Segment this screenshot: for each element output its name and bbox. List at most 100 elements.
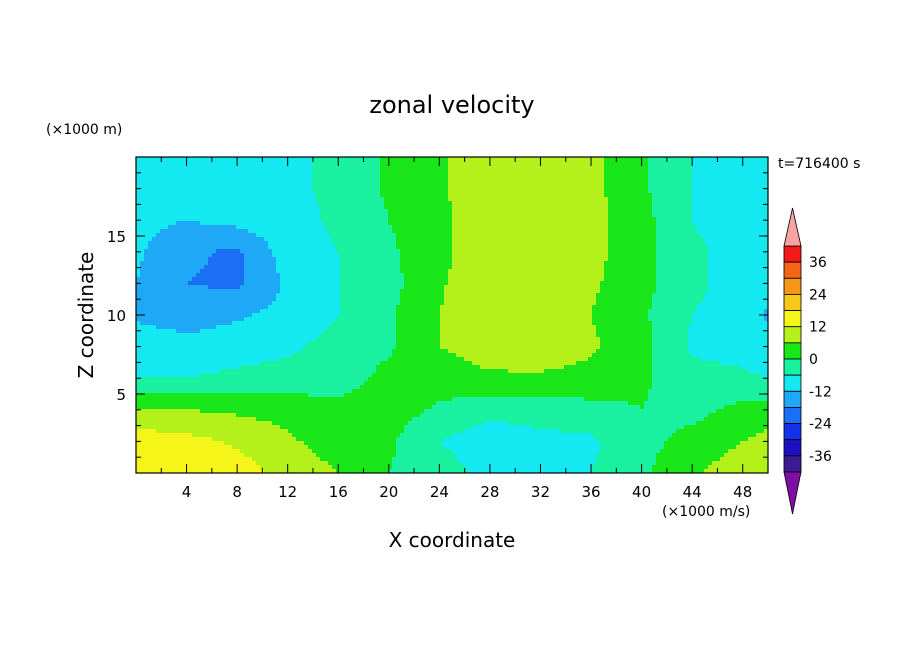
field-cell — [592, 169, 597, 174]
field-cell — [252, 169, 257, 174]
field-cell — [372, 249, 377, 254]
field-cell — [196, 189, 201, 194]
field-cell — [608, 257, 613, 262]
field-cell — [532, 205, 537, 210]
field-cell — [432, 161, 437, 166]
field-cell — [236, 245, 241, 250]
field-cell — [156, 181, 161, 186]
field-cell — [552, 253, 557, 258]
field-cell — [420, 197, 425, 202]
field-cell — [144, 225, 149, 230]
field-cell — [704, 249, 709, 254]
field-cell — [212, 225, 217, 230]
field-cell — [752, 241, 757, 246]
field-cell — [224, 165, 229, 170]
field-cell — [740, 217, 745, 222]
field-cell — [512, 225, 517, 230]
field-cell — [232, 169, 237, 174]
field-cell — [236, 225, 241, 230]
field-cell — [372, 169, 377, 174]
field-cell — [308, 253, 313, 258]
field-cell — [256, 217, 261, 222]
field-cell — [668, 205, 673, 210]
field-cell — [200, 269, 205, 274]
field-cell — [260, 205, 265, 210]
field-cell — [504, 185, 509, 190]
field-cell — [596, 193, 601, 198]
field-cell — [568, 261, 573, 266]
field-cell — [580, 177, 585, 182]
field-cell — [204, 205, 209, 210]
field-cell — [388, 157, 393, 162]
field-cell — [564, 209, 569, 214]
field-cell — [456, 165, 461, 170]
field-cell — [600, 233, 605, 238]
field-cell — [740, 209, 745, 214]
field-cell — [156, 249, 161, 254]
field-cell — [164, 181, 169, 186]
field-cell — [564, 193, 569, 198]
field-cell — [756, 177, 761, 182]
field-cell — [528, 209, 533, 214]
field-cell — [456, 241, 461, 246]
field-cell — [204, 261, 209, 266]
field-cell — [576, 237, 581, 242]
field-cell — [712, 277, 717, 282]
field-cell — [260, 229, 265, 234]
field-cell — [624, 245, 629, 250]
field-cell — [744, 233, 749, 238]
field-cell — [344, 209, 349, 214]
field-cell — [244, 229, 249, 234]
field-cell — [136, 185, 141, 190]
field-cell — [516, 253, 521, 258]
field-cell — [488, 221, 493, 226]
field-cell — [276, 277, 281, 282]
field-cell — [700, 237, 705, 242]
field-cell — [640, 269, 645, 274]
field-cell — [248, 197, 253, 202]
field-cell — [656, 189, 661, 194]
field-cell — [668, 241, 673, 246]
field-cell — [384, 205, 389, 210]
field-cell — [152, 161, 157, 166]
field-cell — [660, 241, 665, 246]
field-cell — [652, 157, 657, 162]
field-cell — [588, 233, 593, 238]
field-cell — [268, 217, 273, 222]
field-cell — [644, 205, 649, 210]
field-cell — [204, 233, 209, 238]
field-cell — [184, 205, 189, 210]
field-cell — [200, 253, 205, 258]
field-cell — [348, 217, 353, 222]
field-cell — [172, 261, 177, 266]
field-cell — [664, 269, 669, 274]
field-cell — [440, 169, 445, 174]
field-cell — [148, 213, 153, 218]
field-cell — [668, 277, 673, 282]
field-cell — [620, 245, 625, 250]
field-cell — [764, 193, 768, 198]
field-cell — [432, 249, 437, 254]
field-cell — [400, 249, 405, 254]
field-cell — [204, 181, 209, 186]
field-cell — [264, 197, 269, 202]
field-cell — [368, 181, 373, 186]
field-cell — [180, 213, 185, 218]
field-cell — [260, 257, 265, 262]
field-cell — [700, 233, 705, 238]
field-cell — [256, 237, 261, 242]
field-cell — [596, 241, 601, 246]
field-cell — [272, 273, 277, 278]
field-cell — [724, 249, 729, 254]
field-cell — [620, 185, 625, 190]
field-cell — [264, 205, 269, 210]
field-cell — [264, 273, 269, 278]
field-cell — [492, 257, 497, 262]
field-cell — [304, 177, 309, 182]
field-cell — [604, 201, 609, 206]
field-cell — [372, 173, 377, 178]
field-cell — [704, 217, 709, 222]
field-cell — [212, 273, 217, 278]
field-cell — [296, 229, 301, 234]
field-cell — [460, 189, 465, 194]
